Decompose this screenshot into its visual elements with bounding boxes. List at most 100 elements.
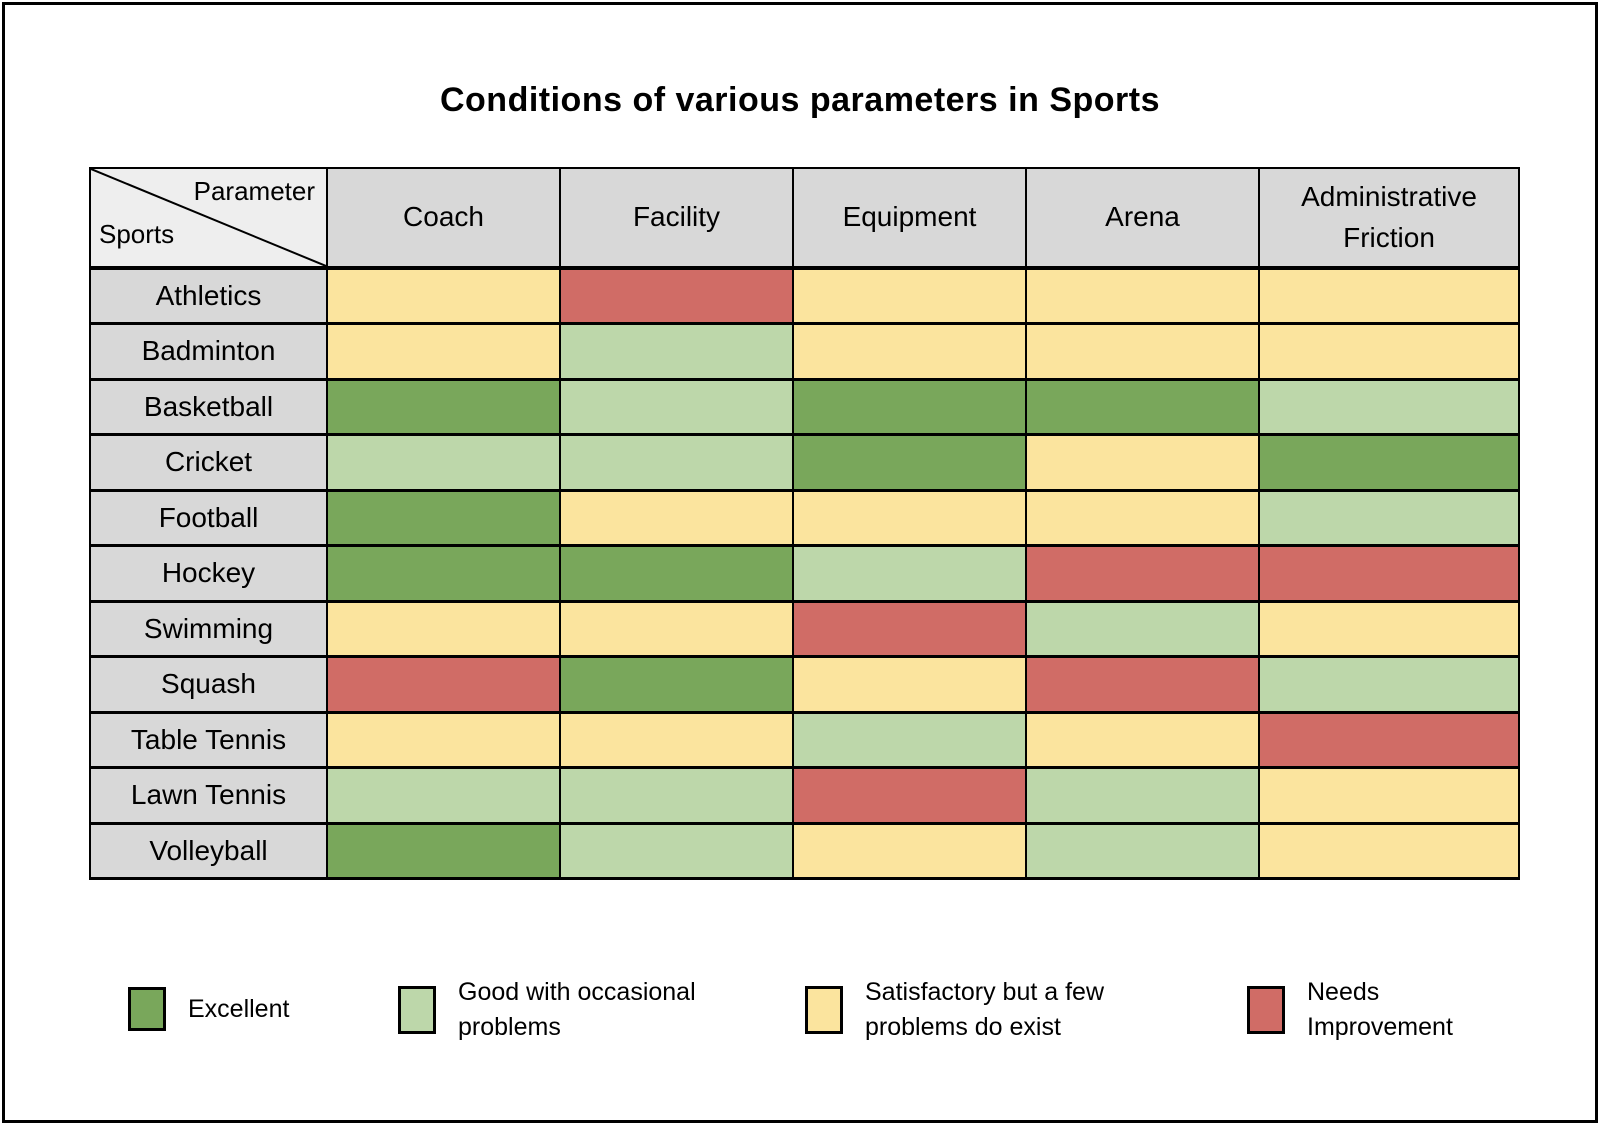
row-label-badminton: Badminton [89,322,328,381]
satisfactory-swatch [805,985,843,1034]
condition-cell [326,322,561,381]
condition-cell [326,710,561,769]
row-label-hockey: Hockey [89,544,328,603]
row-label-athletics: Athletics [89,266,328,325]
condition-cell [792,433,1027,492]
condition-cell [326,544,561,603]
condition-cell [1258,599,1520,658]
legend-label: Excellent [188,994,290,1023]
table-row-football: Football [89,488,1520,547]
condition-cell [559,655,794,714]
condition-cell [1025,322,1260,381]
condition-cell [1025,377,1260,436]
condition-cell [559,821,794,880]
good-swatch [398,985,436,1034]
diagonal-divider-line [91,169,326,266]
table-row-volleyball: Volleyball [89,821,1520,880]
condition-cell [1025,544,1260,603]
condition-cell [1258,488,1520,547]
condition-cell [559,266,794,325]
condition-cell [792,266,1027,325]
table-row-hockey: Hockey [89,544,1520,603]
table-row-cricket: Cricket [89,433,1520,492]
condition-cell [559,766,794,825]
condition-cell [326,433,561,492]
condition-cell [1258,655,1520,714]
condition-cell [1025,599,1260,658]
legend-label: Good with occasional problems [458,978,696,1041]
condition-cell [326,488,561,547]
condition-cell [1025,655,1260,714]
legend-label: Satisfactory but a few problems do exist [865,978,1105,1041]
legend-label: Needs Improvement [1307,978,1453,1041]
condition-cell [326,766,561,825]
table-row-squash: Squash [89,655,1520,714]
excellent-swatch [128,987,166,1031]
condition-cell [559,322,794,381]
row-label-lawn-tennis: Lawn Tennis [89,766,328,825]
condition-cell [792,821,1027,880]
condition-cell [1258,266,1520,325]
header-row: Parameter Sports Coach Facility Equipment A… [89,167,1520,270]
condition-cell [792,710,1027,769]
row-label-basketball: Basketball [89,377,328,436]
condition-cell [1258,544,1520,603]
row-label-table-tennis: Table Tennis [89,710,328,769]
column-header-arena: Arena [1025,167,1260,270]
table-row-athletics: Athletics [89,266,1520,325]
condition-cell [792,377,1027,436]
condition-cell [792,544,1027,603]
condition-cell [559,599,794,658]
condition-cell [1258,766,1520,825]
corner-parameter-label: Parameter [193,176,315,206]
condition-cell [326,599,561,658]
condition-cell [792,488,1027,547]
conditions-table: Parameter Sports Coach Facility Equipment A… [89,167,1520,880]
table-row-basketball: Basketball [89,377,1520,436]
condition-cell [1258,433,1520,492]
row-label-volleyball: Volleyball [89,821,328,880]
condition-cell [1258,821,1520,880]
column-header-facility: Facility [559,167,794,270]
table-row-swimming: Swimming [89,599,1520,658]
condition-cell [326,821,561,880]
condition-cell [792,599,1027,658]
row-label-football: Football [89,488,328,547]
condition-cell [559,544,794,603]
condition-cell [1025,821,1260,880]
condition-cell [326,266,561,325]
legend-item-excellent: Excellent [128,987,289,1031]
condition-cell [559,488,794,547]
table-row-lawn-tennis: Lawn Tennis [89,766,1520,825]
condition-cell [559,433,794,492]
condition-cell [1025,266,1260,325]
condition-cell [326,377,561,436]
corner-cell: Parameter Sports [89,167,328,270]
condition-cell [792,655,1027,714]
condition-cell [1025,433,1260,492]
legend-item-needs-improvement: Needs Improvement [1247,975,1482,1044]
row-label-cricket: Cricket [89,433,328,492]
condition-cell [1258,710,1520,769]
condition-cell [1025,710,1260,769]
table-row-table-tennis: Table Tennis [89,710,1520,769]
condition-cell [792,766,1027,825]
page-title: Conditions of various parameters in Spor… [439,81,1160,119]
condition-cell [559,377,794,436]
legend-item-satisfactory: Satisfactory but a few problems do exist [805,975,1145,1044]
condition-cell [326,655,561,714]
condition-cell [1258,322,1520,381]
row-label-squash: Squash [89,655,328,714]
column-header-coach: Coach [326,167,561,270]
condition-cell [1025,488,1260,547]
corner-sports-label: Sports [99,219,175,249]
row-label-swimming: Swimming [89,599,328,658]
condition-cell [559,710,794,769]
column-header-administrative-friction: Administrative Friction [1258,167,1520,270]
legend: Excellent Good with occasional problems Sa… [5,963,1595,1073]
condition-cell [1258,377,1520,436]
condition-cell [1025,766,1260,825]
needs-improvement-swatch [1247,985,1285,1034]
legend-item-good: Good with occasional problems [398,975,728,1044]
